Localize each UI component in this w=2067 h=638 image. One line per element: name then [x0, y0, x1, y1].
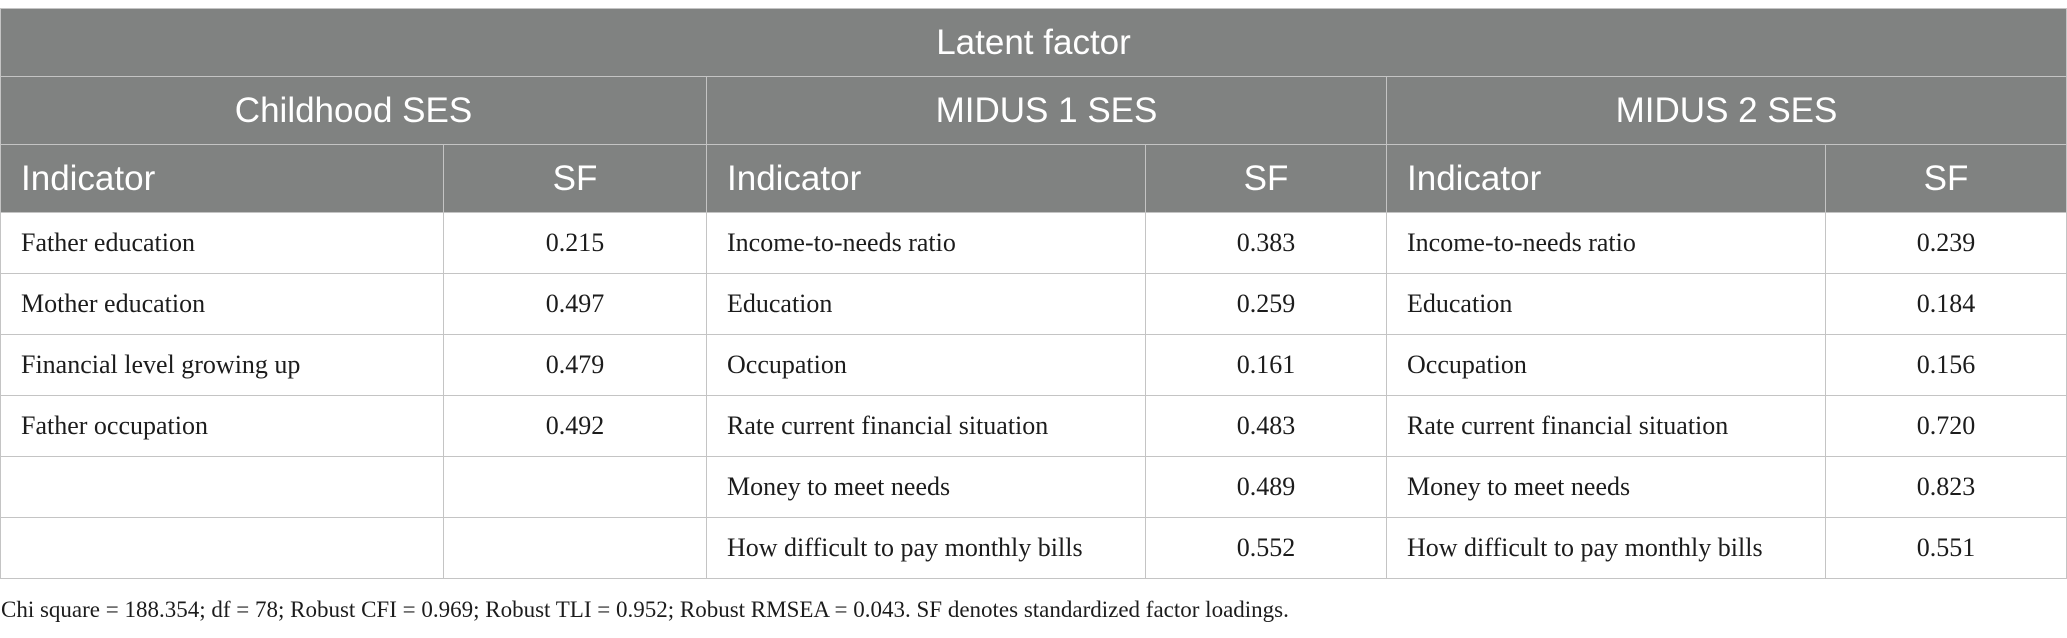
table-row: Mother education 0.497 Education 0.259 E…: [0, 273, 2067, 335]
midus2-sf: 0.156: [1824, 334, 2067, 396]
childhood-sf: 0.479: [443, 334, 707, 396]
midus1-indicator: Income-to-needs ratio: [706, 212, 1146, 274]
midus1-sf: 0.483: [1145, 395, 1387, 457]
midus1-sf: 0.383: [1145, 212, 1387, 274]
group-header-midus1: MIDUS 1 SES: [706, 76, 1387, 145]
midus1-sf: 0.552: [1145, 517, 1387, 579]
childhood-indicator: [0, 456, 444, 518]
table-row: Money to meet needs 0.489 Money to meet …: [0, 456, 2067, 518]
midus2-indicator: How difficult to pay monthly bills: [1386, 517, 1826, 579]
table-footnote: Chi square = 188.354; df = 78; Robust CF…: [1, 597, 1289, 622]
midus1-sf: 0.489: [1145, 456, 1387, 518]
midus2-indicator: Occupation: [1386, 334, 1826, 396]
midus2-sf: 0.184: [1824, 273, 2067, 335]
table-row: How difficult to pay monthly bills 0.552…: [0, 517, 2067, 579]
midus2-indicator: Money to meet needs: [1386, 456, 1826, 518]
midus1-indicator: Occupation: [706, 334, 1146, 396]
col-header-indicator: Indicator: [1386, 144, 1826, 213]
factor-loadings-table: Latent factor Childhood SES MIDUS 1 SES …: [0, 8, 2067, 579]
table-title: Latent factor: [0, 8, 2067, 77]
childhood-sf: [443, 517, 707, 579]
col-header-sf: SF: [1145, 144, 1387, 213]
table-row: Father occupation 0.492 Rate current fin…: [0, 395, 2067, 457]
midus1-indicator: Rate current financial situation: [706, 395, 1146, 457]
table-row: Financial level growing up 0.479 Occupat…: [0, 334, 2067, 396]
childhood-indicator: [0, 517, 444, 579]
midus1-sf: 0.161: [1145, 334, 1387, 396]
midus2-sf: 0.551: [1824, 517, 2067, 579]
childhood-sf: [443, 456, 707, 518]
table-row: Father education 0.215 Income-to-needs r…: [0, 212, 2067, 274]
childhood-indicator: Financial level growing up: [0, 334, 444, 396]
midus2-indicator: Education: [1386, 273, 1826, 335]
midus2-indicator: Income-to-needs ratio: [1386, 212, 1826, 274]
col-header-indicator: Indicator: [706, 144, 1146, 213]
col-header-sf: SF: [1824, 144, 2067, 213]
childhood-sf: 0.215: [443, 212, 707, 274]
col-header-sf: SF: [443, 144, 707, 213]
childhood-sf: 0.492: [443, 395, 707, 457]
group-header-childhood: Childhood SES: [0, 76, 707, 145]
childhood-sf: 0.497: [443, 273, 707, 335]
midus2-sf: 0.239: [1824, 212, 2067, 274]
midus2-indicator: Rate current financial situation: [1386, 395, 1826, 457]
childhood-indicator: Mother education: [0, 273, 444, 335]
midus2-sf: 0.720: [1824, 395, 2067, 457]
col-header-indicator: Indicator: [0, 144, 444, 213]
childhood-indicator: Father education: [0, 212, 444, 274]
midus1-sf: 0.259: [1145, 273, 1387, 335]
midus2-sf: 0.823: [1824, 456, 2067, 518]
group-header-midus2: MIDUS 2 SES: [1385, 76, 2067, 145]
childhood-indicator: Father occupation: [0, 395, 444, 457]
midus1-indicator: Education: [706, 273, 1146, 335]
midus1-indicator: How difficult to pay monthly bills: [706, 517, 1146, 579]
midus1-indicator: Money to meet needs: [706, 456, 1146, 518]
